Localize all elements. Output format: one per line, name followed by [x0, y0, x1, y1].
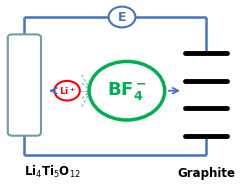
Text: Li$_4$Ti$_5$O$_{12}$: Li$_4$Ti$_5$O$_{12}$	[24, 163, 81, 180]
Text: $\mathbf{BF_4^-}$: $\mathbf{BF_4^-}$	[107, 80, 147, 102]
Circle shape	[54, 81, 80, 101]
Text: Graphite: Graphite	[177, 167, 235, 180]
FancyBboxPatch shape	[8, 34, 41, 136]
Circle shape	[89, 61, 165, 120]
Text: $\mathbf{Li^+}$: $\mathbf{Li^+}$	[59, 85, 75, 97]
Text: E: E	[118, 11, 126, 23]
Circle shape	[109, 7, 135, 27]
